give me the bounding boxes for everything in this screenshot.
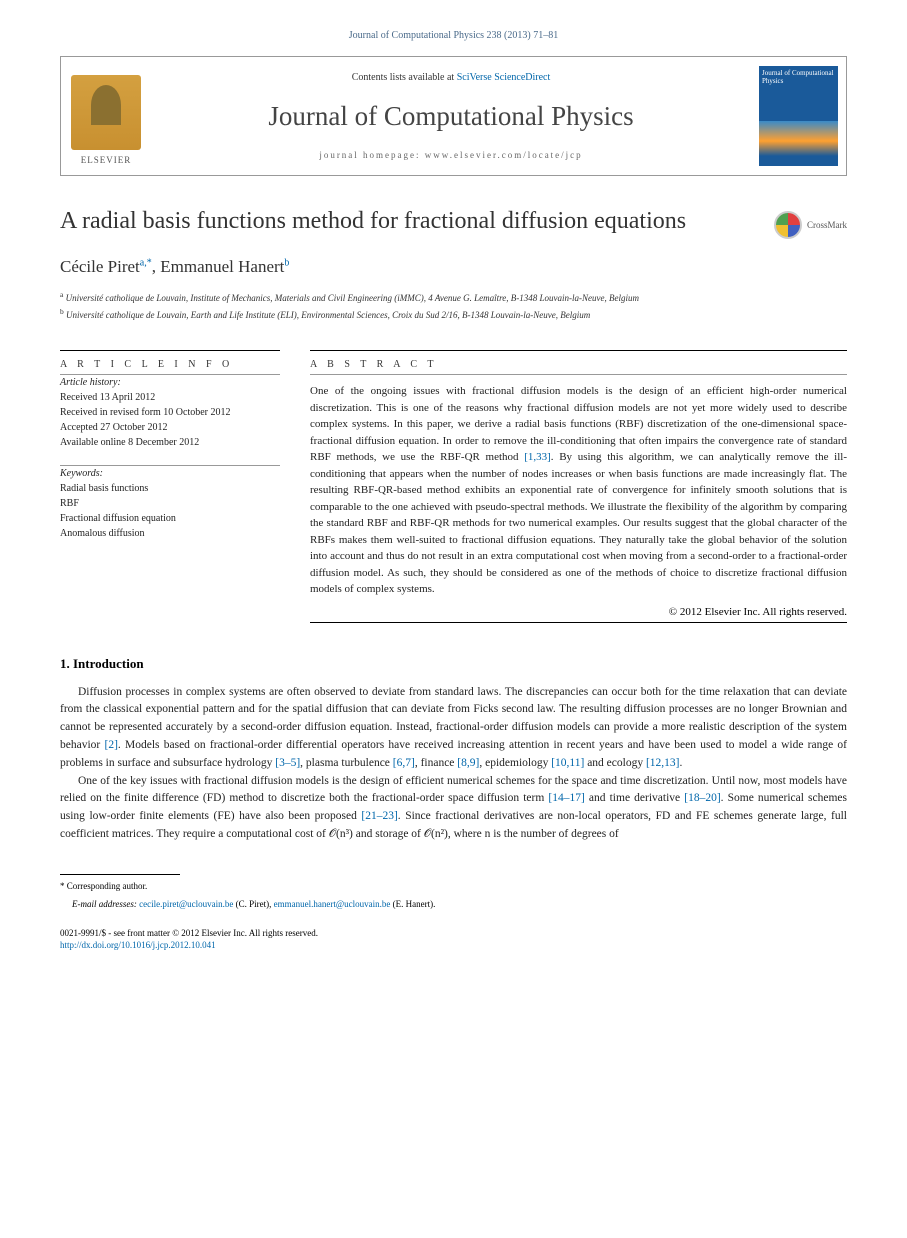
keyword-3: Fractional diffusion equation <box>60 511 280 526</box>
p1-e: , epidemiology <box>479 757 551 769</box>
abstract-copyright: © 2012 Elsevier Inc. All rights reserved… <box>310 606 847 618</box>
author-2-sup: b <box>284 257 289 268</box>
journal-header-box: ELSEVIER Contents lists available at Sci… <box>60 56 847 176</box>
corresponding-author-footnote: * Corresponding author. <box>60 880 847 894</box>
homepage-prefix: journal homepage: <box>319 150 424 160</box>
author-1-sup: a,* <box>140 257 152 268</box>
homepage-line: journal homepage: www.elsevier.com/locat… <box>161 150 741 160</box>
email-2[interactable]: emmanuel.hanert@uclouvain.be <box>274 899 391 909</box>
article-info-label: A R T I C L E I N F O <box>60 359 280 370</box>
title-row: A radial basis functions method for frac… <box>60 206 847 239</box>
issn-line: 0021-9991/$ - see front matter © 2012 El… <box>60 927 847 940</box>
p2-r3[interactable]: [21–23] <box>361 810 397 822</box>
history-online: Available online 8 December 2012 <box>60 435 280 450</box>
keyword-1: Radial basis functions <box>60 481 280 496</box>
contents-available-line: Contents lists available at SciVerse Sci… <box>161 72 741 83</box>
p1-f: and ecology <box>584 757 646 769</box>
abstract-part-2: . By using this algorithm, we can analyt… <box>310 451 847 595</box>
author-list: Cécile Pireta,*, Emmanuel Hanertb <box>60 257 847 277</box>
abstract-text: One of the ongoing issues with fractiona… <box>310 383 847 598</box>
history-received: Received 13 April 2012 <box>60 390 280 405</box>
p2-r2[interactable]: [18–20] <box>684 792 720 804</box>
journal-cover-icon: Journal of Computational Physics <box>759 66 838 166</box>
intro-paragraph-2: One of the key issues with fractional di… <box>60 773 847 844</box>
article-title: A radial basis functions method for frac… <box>60 206 754 236</box>
keyword-4: Anomalous diffusion <box>60 526 280 541</box>
history-accepted: Accepted 27 October 2012 <box>60 420 280 435</box>
p1-g: . <box>680 757 683 769</box>
p1-r1[interactable]: [2] <box>104 739 117 751</box>
journal-name: Journal of Computational Physics <box>161 101 741 132</box>
p2-r1[interactable]: [14–17] <box>548 792 584 804</box>
p1-r5[interactable]: [10,11] <box>551 757 584 769</box>
bottom-info: 0021-9991/$ - see front matter © 2012 El… <box>60 927 847 952</box>
article-history: Article history: Received 13 April 2012 … <box>60 375 280 450</box>
author-sep: , <box>152 257 161 276</box>
header-center: Contents lists available at SciVerse Sci… <box>151 57 751 175</box>
affiliations: a Université catholique de Louvain, Inst… <box>60 289 847 322</box>
p1-c: , plasma turbulence <box>300 757 393 769</box>
email-label: E-mail addresses: <box>72 899 139 909</box>
crossmark-badge[interactable]: CrossMark <box>774 211 847 239</box>
header-citation: Journal of Computational Physics 238 (20… <box>60 30 847 41</box>
publisher-logo-area: ELSEVIER <box>61 57 151 175</box>
email-2-author: (E. Hanert). <box>390 899 435 909</box>
corresp-marker: * <box>60 881 65 891</box>
intro-paragraph-1: Diffusion processes in complex systems a… <box>60 684 847 773</box>
aff-text-a: Université catholique de Louvain, Instit… <box>66 293 639 303</box>
aff-text-b: Université catholique de Louvain, Earth … <box>66 310 590 320</box>
corresp-label: Corresponding author. <box>67 881 148 891</box>
aff-sup-b: b <box>60 307 64 316</box>
email-footnote: E-mail addresses: cecile.piret@uclouvain… <box>60 898 847 912</box>
publisher-name: ELSEVIER <box>81 155 132 165</box>
affiliation-b: b Université catholique de Louvain, Eart… <box>60 306 847 323</box>
doi-link[interactable]: http://dx.doi.org/10.1016/j.jcp.2012.10.… <box>60 940 216 950</box>
p1-r6[interactable]: [12,13] <box>646 757 680 769</box>
cover-thumbnail-area: Journal of Computational Physics <box>751 57 846 175</box>
history-label: Article history: <box>60 375 280 390</box>
author-2: Emmanuel Hanert <box>160 257 284 276</box>
crossmark-label: CrossMark <box>807 220 847 230</box>
contents-prefix: Contents lists available at <box>352 72 457 83</box>
footnote-separator <box>60 874 180 875</box>
abstract-column: A B S T R A C T One of the ongoing issue… <box>310 342 847 631</box>
p1-d: , finance <box>415 757 457 769</box>
aff-sup-a: a <box>60 290 63 299</box>
abstract-label: A B S T R A C T <box>310 359 847 370</box>
keyword-2: RBF <box>60 496 280 511</box>
p1-r3[interactable]: [6,7] <box>393 757 415 769</box>
sciencedirect-link[interactable]: SciVerse ScienceDirect <box>457 72 551 83</box>
p2-b: and time derivative <box>585 792 684 804</box>
keywords-block: Keywords: Radial basis functions RBF Fra… <box>60 466 280 541</box>
keywords-label: Keywords: <box>60 466 280 481</box>
abstract-ref-1[interactable]: [1,33] <box>524 451 551 463</box>
email-1[interactable]: cecile.piret@uclouvain.be <box>139 899 233 909</box>
history-revised: Received in revised form 10 October 2012 <box>60 405 280 420</box>
section-1-heading: 1. Introduction <box>60 656 847 672</box>
article-info-column: A R T I C L E I N F O Article history: R… <box>60 342 280 631</box>
elsevier-tree-icon <box>71 75 141 150</box>
email-1-author: (C. Piret), <box>233 899 273 909</box>
homepage-url[interactable]: www.elsevier.com/locate/jcp <box>425 150 583 160</box>
info-abstract-row: A R T I C L E I N F O Article history: R… <box>60 342 847 631</box>
affiliation-a: a Université catholique de Louvain, Inst… <box>60 289 847 306</box>
crossmark-icon <box>774 211 802 239</box>
p1-r2[interactable]: [3–5] <box>275 757 300 769</box>
p1-r4[interactable]: [8,9] <box>457 757 479 769</box>
author-1: Cécile Piret <box>60 257 140 276</box>
